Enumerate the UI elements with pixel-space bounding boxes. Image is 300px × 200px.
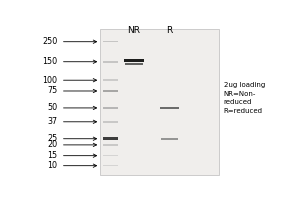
- Text: 250: 250: [42, 37, 57, 46]
- Text: 2ug loading
NR=Non-
reduced
R=reduced: 2ug loading NR=Non- reduced R=reduced: [224, 82, 265, 114]
- Bar: [103, 61, 118, 63]
- Text: 75: 75: [47, 86, 57, 95]
- Bar: [103, 137, 118, 140]
- Bar: [124, 59, 144, 62]
- Bar: [103, 79, 118, 81]
- Text: 15: 15: [47, 151, 57, 160]
- Text: 25: 25: [47, 134, 57, 143]
- Bar: [103, 144, 118, 146]
- Bar: [103, 107, 118, 109]
- Bar: [103, 90, 118, 92]
- Bar: [160, 107, 179, 109]
- Text: R: R: [166, 26, 172, 35]
- Bar: [125, 63, 143, 65]
- Bar: [103, 121, 118, 123]
- Text: 37: 37: [47, 117, 57, 126]
- Bar: [103, 41, 118, 42]
- Text: 50: 50: [47, 103, 57, 112]
- Bar: [100, 29, 219, 175]
- Text: NR: NR: [128, 26, 140, 35]
- Bar: [103, 155, 118, 156]
- Bar: [161, 138, 178, 140]
- Bar: [103, 165, 118, 166]
- Text: 150: 150: [42, 57, 57, 66]
- Text: 10: 10: [47, 161, 57, 170]
- Text: 20: 20: [47, 140, 57, 149]
- Text: 100: 100: [42, 76, 57, 85]
